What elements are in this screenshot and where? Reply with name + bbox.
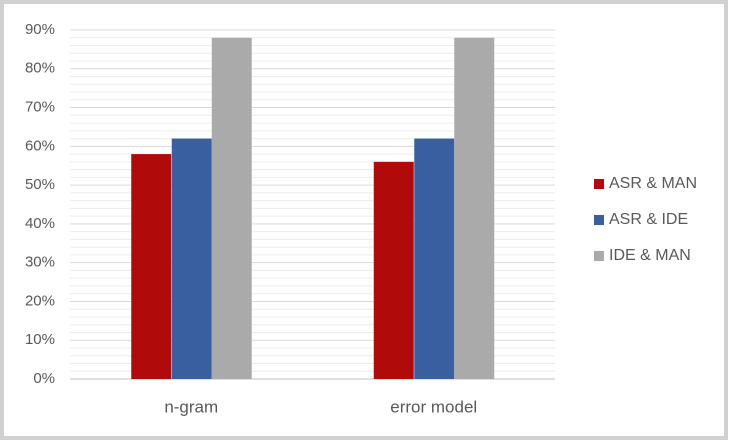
legend-swatch xyxy=(594,251,604,261)
bar xyxy=(131,154,172,379)
legend-label: ASR & MAN xyxy=(609,175,697,192)
y-tick-label: 10% xyxy=(25,331,55,348)
bar xyxy=(211,37,252,379)
x-tick-label: n-gram xyxy=(164,397,218,416)
y-tick-label: 40% xyxy=(25,215,55,232)
x-tick-label: error model xyxy=(390,397,477,416)
y-tick-label: 80% xyxy=(25,60,55,77)
y-tick-label: 30% xyxy=(25,254,55,271)
legend-label: ASR & IDE xyxy=(609,211,688,228)
y-tick-label: 50% xyxy=(25,176,55,193)
bar xyxy=(171,138,212,379)
legend-label: IDE & MAN xyxy=(609,247,691,264)
legend-swatch xyxy=(594,179,604,189)
y-tick-label: 90% xyxy=(25,21,55,38)
legend-swatch xyxy=(594,215,604,225)
bar xyxy=(373,161,414,379)
y-tick-label: 70% xyxy=(25,99,55,116)
y-tick-label: 60% xyxy=(25,137,55,154)
y-tick-label: 20% xyxy=(25,292,55,309)
bar xyxy=(454,37,495,379)
bar xyxy=(414,138,455,379)
y-tick-label: 0% xyxy=(33,370,55,387)
